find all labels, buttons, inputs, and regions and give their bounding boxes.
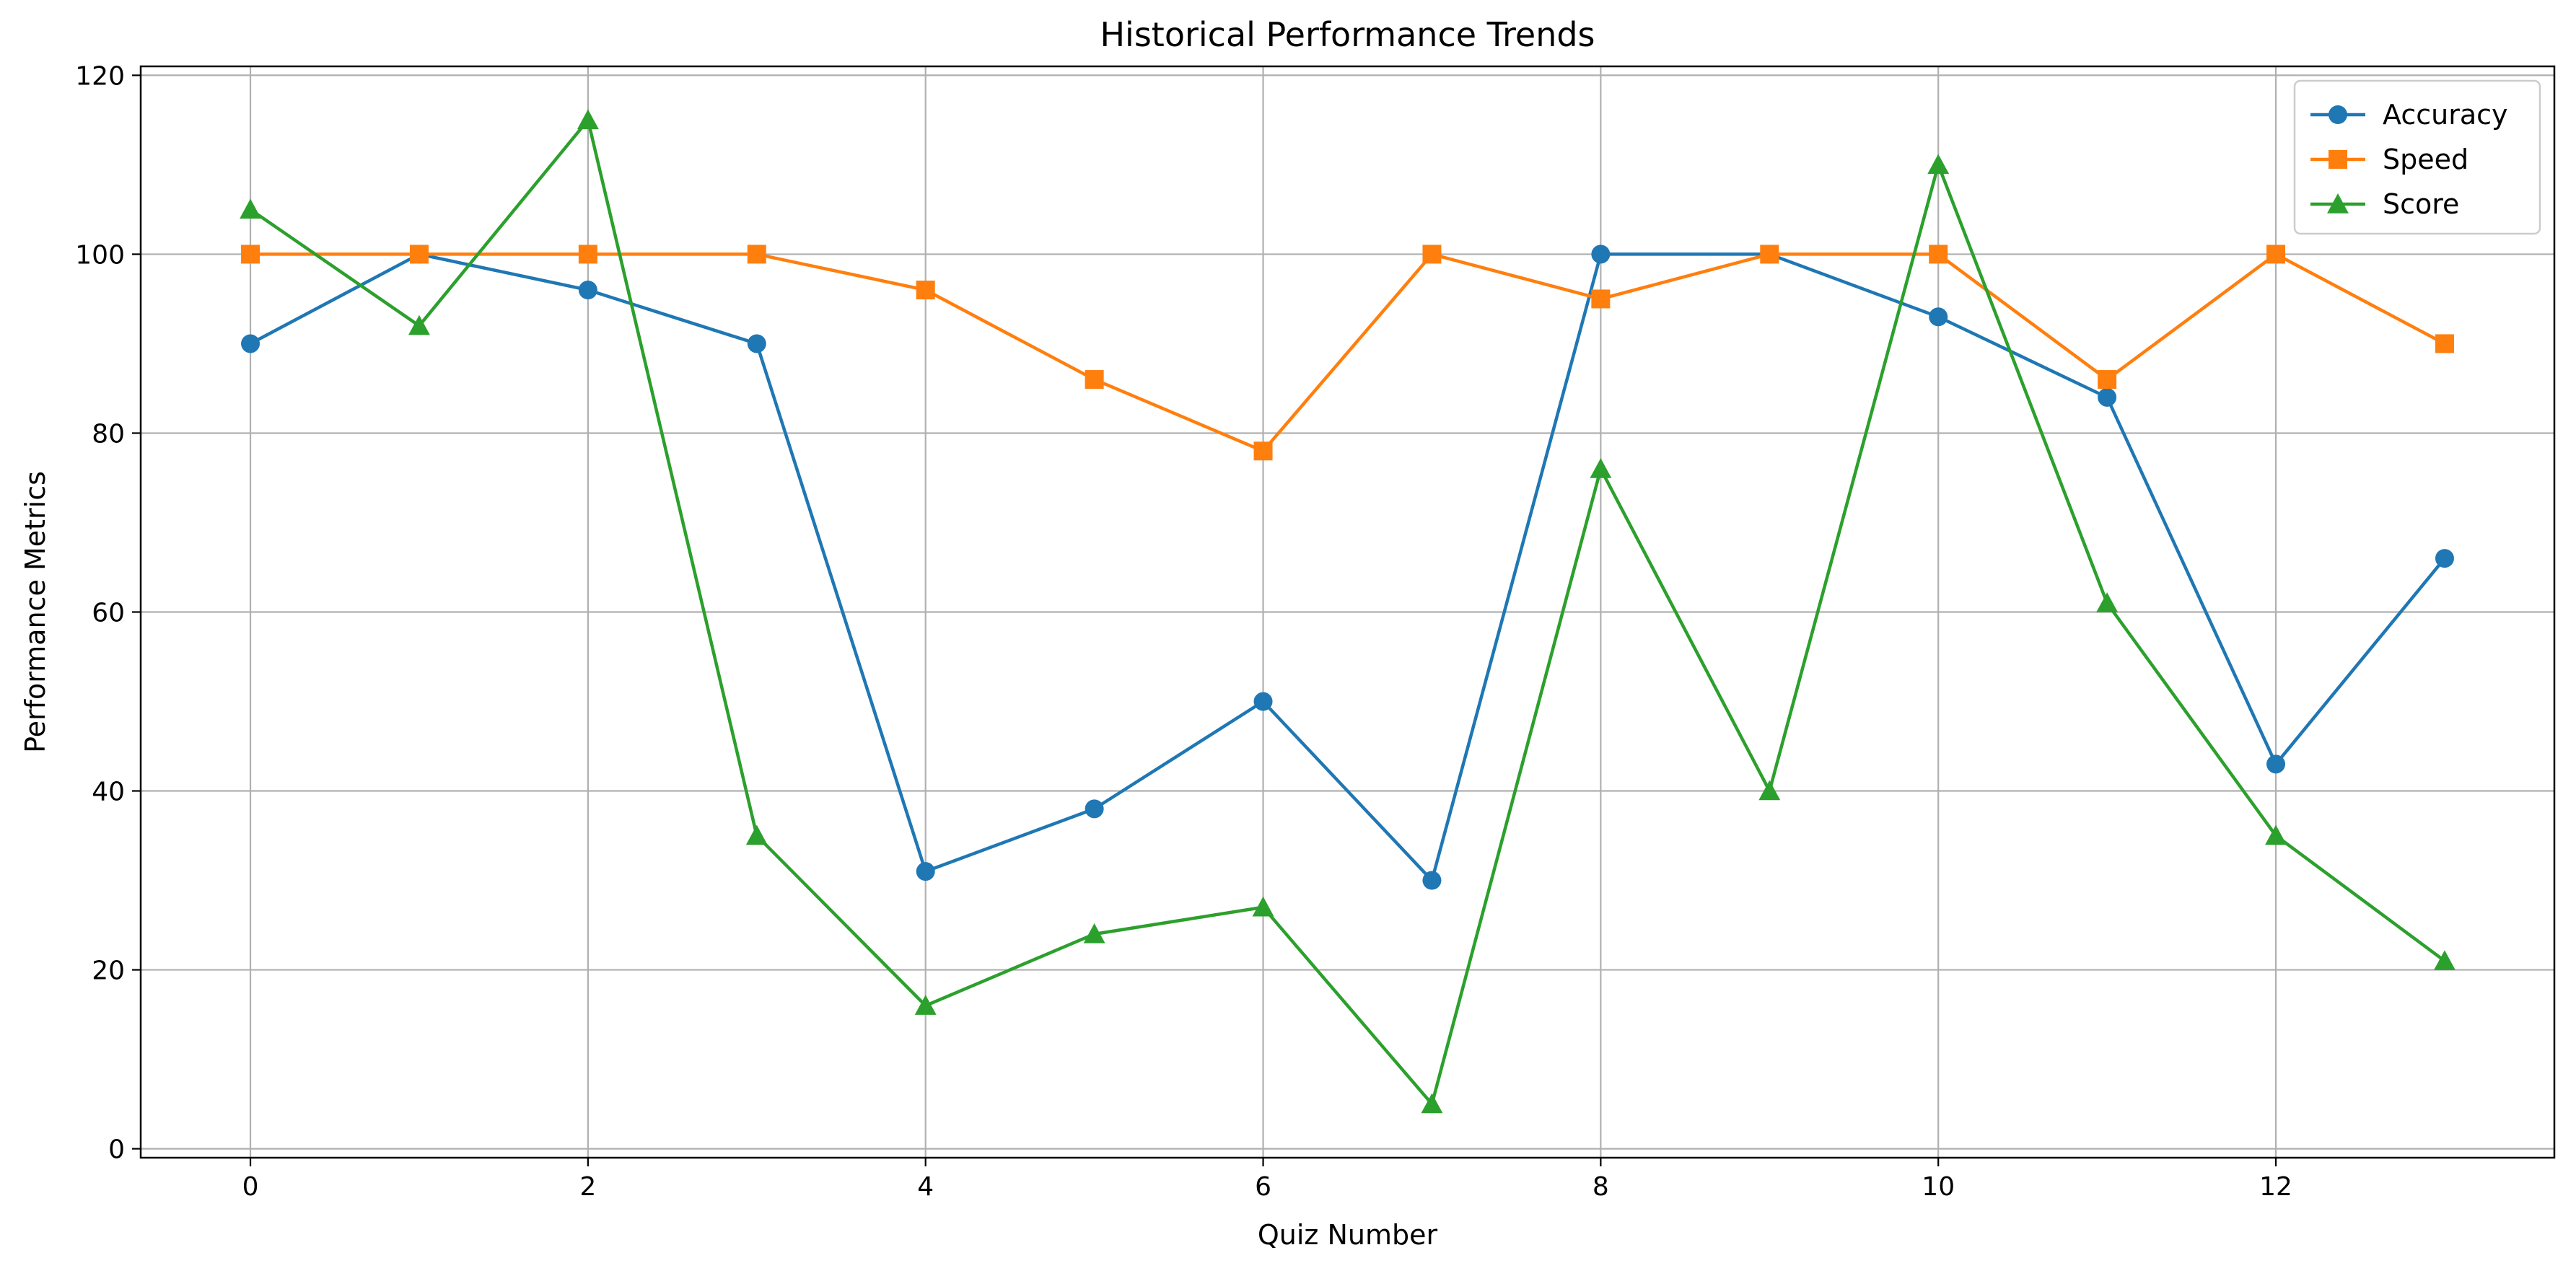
legend: Accuracy Speed Score	[2293, 79, 2541, 235]
data-point-speed	[1591, 289, 1611, 309]
data-point-score	[914, 995, 937, 1015]
data-point-speed	[578, 245, 597, 264]
series-line-accuracy	[248, 252, 2447, 882]
y-tick-label: 100	[75, 240, 125, 270]
data-point-accuracy	[1085, 799, 1104, 819]
x-tick-label: 0	[242, 1172, 259, 1202]
data-point-accuracy	[916, 862, 935, 881]
x-tick-label: 4	[917, 1172, 934, 1202]
data-point-score	[1758, 780, 1781, 801]
legend-label-speed: Speed	[2383, 144, 2468, 175]
x-tick-label: 6	[1255, 1172, 1271, 1202]
data-point-score	[1590, 458, 1612, 478]
data-point-accuracy	[747, 334, 766, 353]
data-point-accuracy	[1422, 871, 1442, 890]
data-point-accuracy	[241, 334, 260, 353]
data-point-speed	[1929, 245, 1948, 264]
data-point-score	[2096, 592, 2119, 612]
legend-item-score: Score	[2310, 188, 2459, 220]
legend-item-speed: Speed	[2310, 144, 2468, 175]
legend-label-score: Score	[2383, 188, 2459, 220]
data-point-accuracy	[2098, 387, 2117, 407]
series-line-score	[248, 118, 2447, 1106]
data-point-accuracy	[1591, 245, 1611, 264]
y-tick-label: 120	[75, 61, 125, 91]
x-tick-label: 10	[1922, 1172, 1955, 1202]
y-tick-label: 60	[92, 599, 125, 628]
data-point-accuracy	[1929, 307, 1948, 327]
data-point-score	[2265, 824, 2287, 845]
data-point-speed	[1253, 441, 1273, 461]
data-point-speed	[2266, 245, 2286, 264]
data-point-speed	[409, 245, 429, 264]
data-point-score	[1252, 896, 1274, 917]
data-point-accuracy	[578, 281, 597, 300]
data-point-speed	[2098, 370, 2117, 390]
data-point-score	[2434, 950, 2455, 970]
data-point-speed	[1085, 370, 1104, 390]
data-point-score	[240, 198, 261, 219]
x-tick-label: 12	[2259, 1172, 2292, 1202]
y-tick-label: 20	[92, 956, 125, 986]
series-line-speed	[248, 252, 2447, 453]
data-point-speed	[916, 281, 935, 300]
data-point-accuracy	[1253, 692, 1273, 711]
data-point-score	[1421, 1093, 1443, 1114]
data-point-speed	[747, 245, 766, 264]
data-point-accuracy	[2435, 549, 2454, 568]
chart-title: Historical Performance Trends	[1100, 15, 1595, 54]
x-axis-label: Quiz Number	[1258, 1219, 1438, 1251]
data-point-speed	[1760, 245, 1779, 264]
data-point-speed	[2435, 334, 2454, 353]
x-tick-label: 8	[1593, 1172, 1609, 1202]
x-tick-label: 2	[579, 1172, 596, 1202]
data-point-speed	[1422, 245, 1442, 264]
legend-marker-score	[2327, 193, 2349, 214]
legend-label-accuracy: Accuracy	[2383, 99, 2508, 131]
y-tick-label: 80	[92, 419, 125, 449]
y-axis-label: Performance Metrics	[19, 471, 51, 753]
legend-item-accuracy: Accuracy	[2310, 99, 2508, 131]
data-point-score	[745, 824, 768, 845]
data-point-score	[1927, 154, 1950, 175]
data-point-score	[1083, 923, 1105, 943]
y-tick-label: 0	[108, 1135, 125, 1165]
series-score	[240, 109, 2455, 1114]
data-point-accuracy	[2266, 754, 2286, 774]
y-tick-label: 40	[92, 778, 125, 807]
legend-box	[2293, 79, 2541, 235]
data-point-score	[408, 314, 430, 335]
data-point-score	[577, 109, 599, 130]
legend-marker-speed	[2329, 150, 2347, 169]
legend-marker-accuracy	[2329, 105, 2347, 124]
data-point-speed	[241, 245, 260, 264]
series-speed	[241, 245, 2454, 461]
series-layer	[240, 109, 2455, 1114]
